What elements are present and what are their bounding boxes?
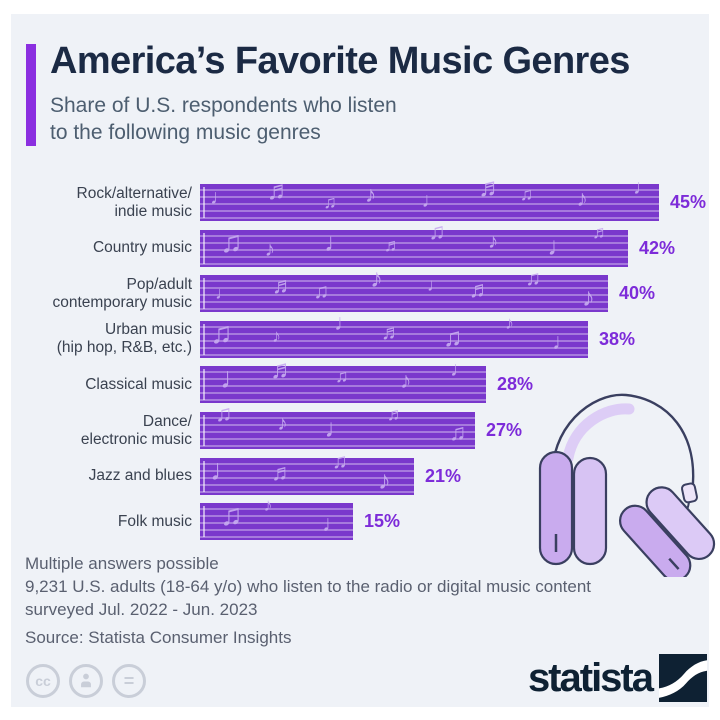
music-note-icon: ♬ bbox=[383, 234, 402, 255]
chart-subtitle: Share of U.S. respondents who listen to … bbox=[50, 94, 397, 144]
music-note-icon: ♩ bbox=[324, 413, 351, 443]
music-note-icon: ♪ bbox=[576, 185, 588, 211]
bar-label: Rock/alternative/ indie music bbox=[76, 184, 192, 220]
footnote-line-3: surveyed Jul. 2022 - Jun. 2023 bbox=[25, 600, 258, 619]
bar-value: 38% bbox=[599, 328, 636, 349]
statista-logo-text: statista bbox=[527, 655, 654, 700]
statista-logo[interactable]: statista bbox=[528, 654, 707, 702]
music-note-icon: ♪ bbox=[582, 282, 595, 313]
music-note-icon: ♫ bbox=[313, 280, 330, 304]
music-note-icon: ♩ bbox=[633, 176, 654, 199]
bar-row: Rock/alternative/ indie music ♩ ♬ ♫ ♪ ♩ ♬ ♫ ♪ ♩ 45… bbox=[0, 174, 720, 230]
page-title: America’s Favorite Music Genres bbox=[50, 40, 630, 82]
music-note-icon: ♫ bbox=[220, 225, 243, 259]
bar-label: Pop/adult contemporary music bbox=[52, 275, 192, 311]
music-note-icon: ♩ bbox=[220, 362, 250, 396]
license-badges: cc = bbox=[26, 664, 146, 698]
bar-label: Country music bbox=[92, 239, 192, 257]
music-note-icon: ♬ bbox=[271, 458, 294, 485]
music-note-icon: ♩ bbox=[210, 186, 231, 209]
music-note-icon: ♬ bbox=[271, 272, 295, 299]
music-note-icon: ♫ bbox=[323, 192, 337, 212]
title-accent-bar bbox=[26, 44, 36, 146]
bar: ♩ ♬ ♫ ♪ ♩ ♬ ♫ ♪ ♩ bbox=[200, 174, 659, 221]
bar: ♫ ♪ ♩ ♬ ♫ bbox=[200, 402, 475, 449]
footnote-line-1: Multiple answers possible bbox=[25, 554, 219, 573]
bar-label: Classical music bbox=[85, 375, 192, 393]
statista-logo-square bbox=[659, 654, 707, 702]
bar: ♫ ♪ ♩ bbox=[200, 496, 353, 541]
music-note-icon: ♬ bbox=[468, 276, 492, 303]
music-note-icon: ♫ bbox=[443, 321, 463, 352]
bar-label: Dance/ electronic music bbox=[80, 412, 192, 448]
music-note-icon: ♩ bbox=[426, 275, 445, 296]
cc-icon[interactable]: cc bbox=[26, 664, 60, 698]
music-note-icon: ♪ bbox=[364, 181, 377, 207]
music-note-icon: ♩ bbox=[215, 283, 233, 304]
music-note-icon: ♪ bbox=[264, 237, 276, 261]
music-note-icon: ♩ bbox=[547, 230, 574, 261]
music-note-icon: ♩ bbox=[552, 327, 575, 354]
bar: ♩ ♬ ♫ ♪ ♩ ♬ ♫ ♪ bbox=[200, 265, 608, 313]
chart-card bbox=[11, 14, 709, 707]
music-note-icon: ♪ bbox=[487, 229, 499, 253]
bar-value: 45% bbox=[670, 192, 707, 212]
source-line: Source: Statista Consumer Insights bbox=[25, 628, 292, 647]
music-note-icon: ♬ bbox=[266, 175, 293, 205]
equals-icon[interactable]: = bbox=[112, 664, 146, 698]
music-note-icon: ♫ bbox=[220, 499, 243, 533]
bar: ♫ ♪ ♩ ♬ ♫ ♪ ♩ ♬ bbox=[200, 219, 628, 267]
music-note-icon: ♩ bbox=[210, 453, 240, 487]
music-note-icon: ♪ bbox=[378, 464, 391, 495]
music-note-icon: ♪ bbox=[272, 325, 281, 346]
bar-value: 15% bbox=[364, 511, 401, 532]
music-note-icon: ♫ bbox=[335, 366, 349, 387]
music-note-icon: ♬ bbox=[381, 320, 402, 344]
bar-label: Urban music (hip hop, R&B, etc.) bbox=[56, 321, 192, 357]
music-note-icon: ♫ bbox=[210, 316, 233, 350]
bar-value: 21% bbox=[425, 465, 462, 486]
bar-label: Folk music bbox=[117, 512, 192, 530]
music-note-icon: ♫ bbox=[519, 184, 534, 204]
music-note-icon: ♩ bbox=[421, 189, 443, 212]
bar-row: Pop/adult contemporary music ♩ ♬ ♫ ♪ ♩ ♬ ♫ ♪ 40% bbox=[0, 265, 720, 321]
music-note-icon: ♪ bbox=[400, 367, 412, 394]
music-note-icon: ♩ bbox=[324, 226, 351, 257]
bar-value: 28% bbox=[497, 374, 534, 395]
bar-value: 42% bbox=[639, 237, 676, 258]
attribution-person-icon[interactable] bbox=[69, 664, 103, 698]
music-note-icon: ♬ bbox=[478, 172, 505, 202]
bar: ♩ ♬ ♫ ♪ ♩ bbox=[200, 356, 486, 404]
bar-value: 27% bbox=[486, 420, 523, 440]
bar-value: 40% bbox=[619, 283, 656, 304]
bar: ♩ ♬ ♫ ♪ bbox=[200, 451, 414, 495]
bar-row: Urban music (hip hop, R&B, etc.) ♫ ♪ ♩ ♬ ♫ ♪ ♩ 3… bbox=[0, 310, 720, 367]
bar: ♫ ♪ ♩ ♬ ♫ ♪ ♩ bbox=[200, 310, 588, 358]
bar-row: Country music ♫ ♪ ♩ ♬ ♫ ♪ ♩ ♬ 42% bbox=[0, 219, 720, 276]
music-note-icon: ♫ bbox=[449, 419, 467, 445]
footnote-line-2: 9,231 U.S. adults (18-64 y/o) who listen… bbox=[25, 577, 592, 596]
music-note-icon: ♪ bbox=[277, 412, 288, 435]
headphones-illustration bbox=[538, 393, 716, 577]
bar-label: Jazz and blues bbox=[88, 467, 192, 485]
music-note-icon: ♩ bbox=[322, 510, 345, 537]
